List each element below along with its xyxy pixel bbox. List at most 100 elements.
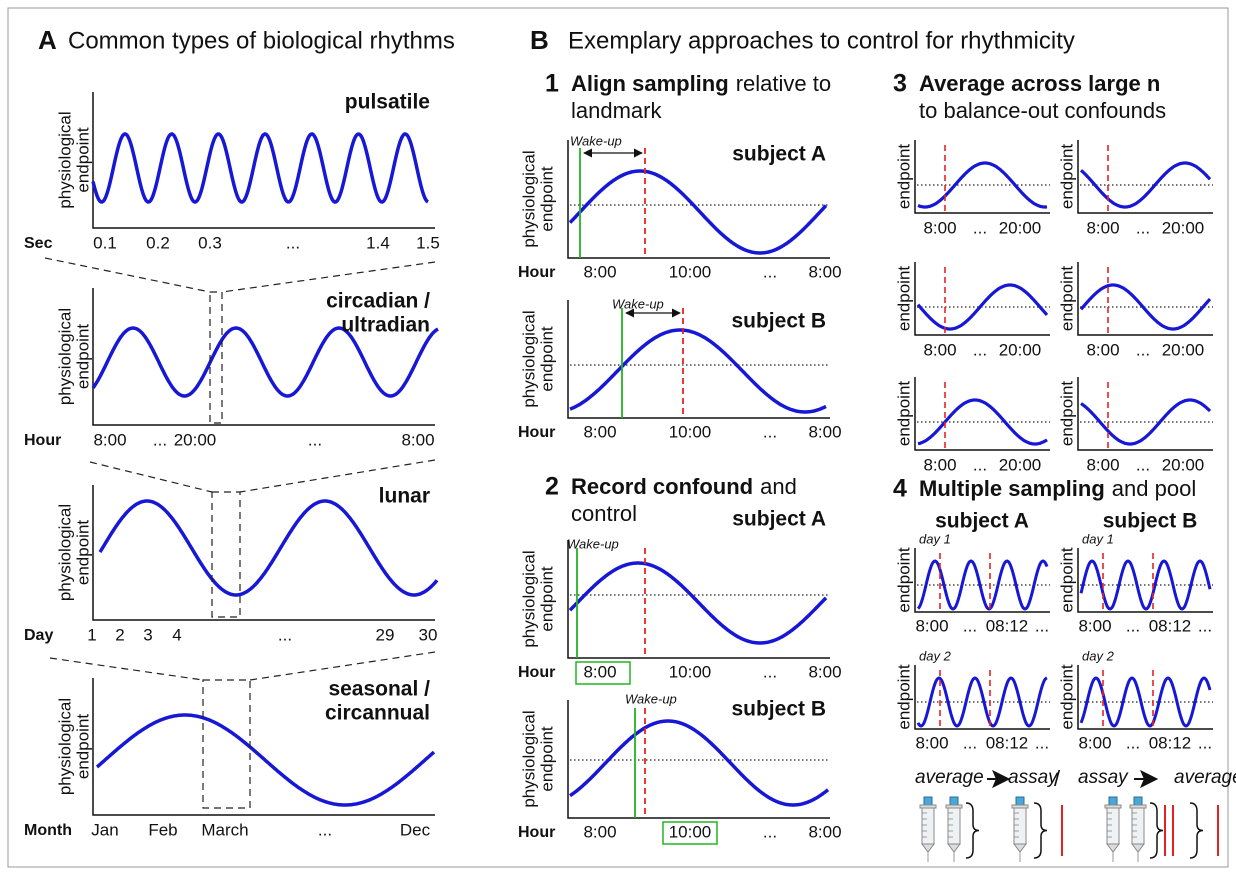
x-tick-label: ... [763,422,777,441]
y-axis-label: endpoint [894,144,913,210]
y-axis-label: endpoint [537,166,556,232]
x-tick-label: ... [973,455,987,474]
y-axis-label: physiological [519,550,538,647]
subject-label: subject A [732,143,826,166]
syringe-tip [1013,843,1027,853]
x-tick-label: 10:00 [669,822,712,841]
x-tick-label: ... [963,733,977,752]
x-tick-label: 20:00 [999,340,1042,359]
section-number: 3 [893,70,907,98]
x-tick-label: 8:00 [923,340,956,359]
brace [1033,802,1048,859]
y-axis-label: endpoint [1057,664,1076,730]
section-number: 1 [545,70,559,98]
x-unit: Hour [518,424,555,441]
axes [1077,665,1213,730]
x-unit: Sec [24,235,53,252]
x-tick-label: 8:00 [1086,340,1119,359]
x-unit: Month [24,822,72,839]
x-tick-label: ... [153,430,167,449]
y-axis-label: physiological [519,150,538,247]
scheme-step: assay [1078,767,1129,788]
x-tick-label: 8:00 [1078,616,1111,635]
x-tick-label: ... [1136,455,1150,474]
x-tick-label: 30 [419,625,438,644]
x-tick-label: ... [1136,218,1150,237]
y-axis-label: endpoint [894,547,913,613]
highlight-box [575,661,631,685]
wave [568,561,828,645]
x-tick-label: ... [1198,733,1212,752]
axes [92,678,435,816]
x-tick-label: ... [1035,733,1049,752]
wave [568,719,830,807]
syringe-tip [947,843,961,853]
rhythm-name: circannual [325,702,430,725]
x-tick-label: 08:12 [1149,616,1192,635]
wave [1080,398,1212,446]
y-axis-label: endpoint [73,324,92,390]
x-unit: Hour [518,824,555,841]
panel-letter: A [38,25,57,55]
x-tick-label: 8:00 [915,616,948,635]
x-tick-label: ... [973,340,987,359]
section-heading-text: and [760,474,797,499]
y-axis-label: endpoint [1057,144,1076,210]
axes [1077,548,1213,613]
x-tick-label: 20:00 [1162,340,1205,359]
section-heading-text: to balance-out confounds [919,98,1166,123]
section-heading-text: control [571,501,637,526]
y-axis-label: physiological [55,504,74,601]
x-tick-label: Dec [400,820,431,839]
x-tick-label: 29 [376,625,395,644]
axes [914,548,1050,613]
axes [92,485,435,621]
syringe-barrel [1013,807,1027,845]
wave [917,398,1048,446]
section-heading-bold: Align sampling [571,71,729,96]
x-tick-label: ... [763,262,777,281]
syringe [945,796,963,862]
x-tick-label: ... [1035,616,1049,635]
syringe-barrel [947,807,961,845]
x-tick-label: 20:00 [174,430,217,449]
x-tick-label: 10:00 [669,662,712,681]
y-axis-label: endpoint [73,127,92,193]
y-axis-label: endpoint [894,664,913,730]
x-tick-label: Jan [91,820,118,839]
brace [1189,802,1204,859]
x-unit: Hour [24,432,61,449]
x-unit: Hour [518,664,555,681]
syringe-tip [1131,843,1145,853]
rhythm-name: lunar [379,485,430,508]
rhythm-name: seasonal / [328,678,430,701]
x-tick-label: 1 [87,625,96,644]
axes [1077,140,1213,214]
y-axis-label: endpoint [537,726,556,792]
axes [914,665,1050,730]
landmark-label: Wake-up [570,133,622,148]
section-heading-text: landmark [571,98,662,123]
x-tick-label: 1.5 [416,233,440,252]
day-label: day 1 [1082,531,1114,546]
axes [914,262,1050,336]
section-heading: Average across large n [919,71,1160,96]
x-tick-label: 20:00 [999,218,1042,237]
section-heading-text: relative to [736,71,831,96]
x-tick-label: 08:12 [986,733,1029,752]
scheme-step: average [915,767,984,788]
syringe [1104,796,1122,862]
x-unit: Day [24,627,53,644]
syringe-barrel [921,807,935,845]
subject-label: subject B [731,310,826,333]
axes [567,540,830,659]
zoom-line [44,257,211,293]
x-tick-label: Feb [148,820,177,839]
syringe [1011,796,1029,862]
x-unit: Hour [518,264,555,281]
landmark-label: Wake-up [567,536,619,551]
wave [568,169,828,255]
day-label: day 1 [919,531,951,546]
